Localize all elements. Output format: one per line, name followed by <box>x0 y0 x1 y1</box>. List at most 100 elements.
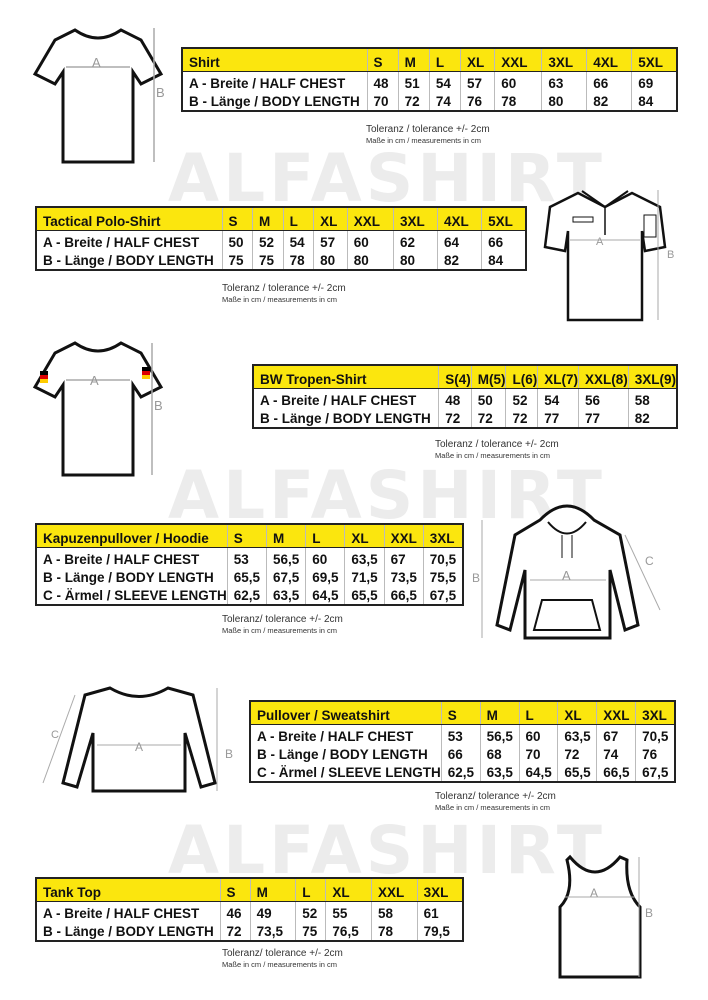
measurement-label: A - Breite / HALF CHEST <box>189 75 346 91</box>
size-header: 5XL <box>631 49 676 72</box>
measurement-value: 62,5 <box>440 763 481 781</box>
measurement-label: A - Breite / HALF CHEST <box>43 234 200 250</box>
measurement-value: 70,5 <box>422 547 462 568</box>
measurement-label: B - Länge / BODY LENGTH <box>43 252 214 268</box>
measurement-value: 72 <box>470 409 506 427</box>
measurement-value: 74 <box>596 745 636 763</box>
size-header: L(6) <box>505 366 538 389</box>
measurement-value: 79,5 <box>416 922 462 940</box>
table-title: Tank Top <box>37 879 220 902</box>
size-table-grid: Tactical Polo-Shirt S M L XL XXL 3XL 4XL 5XL A - … <box>37 208 525 269</box>
size-header: XXL <box>383 525 424 548</box>
measurement-value: 48 <box>438 388 472 409</box>
label-b: B <box>645 906 653 920</box>
size-header: L <box>428 49 461 72</box>
table-row: B - Länge / BODY LENGTH 66 68 70 72 74 76 <box>251 745 674 763</box>
measurement-label: A - Breite / HALF CHEST <box>260 392 417 408</box>
measurement-value: 71,5 <box>344 568 385 586</box>
measurement-value: 78 <box>494 92 542 110</box>
measurement-label: C - Ärmel / SLEEVE LENGTH <box>257 764 441 780</box>
table-row: A - Breite / HALF CHEST 48 50 52 54 56 58 <box>254 388 676 409</box>
measurement-label: B - Länge / BODY LENGTH <box>43 923 214 939</box>
table-row: A - Breite / HALF CHEST 48 51 54 57 60 63 66 69 <box>183 71 676 92</box>
watermark: ALFASHIRT <box>168 812 606 889</box>
label-c: C <box>645 554 654 568</box>
measurement-value: 55 <box>325 901 372 922</box>
measurement-value: 50 <box>221 230 253 251</box>
size-table-sweatshirt: Pullover / Sweatshirt S M L XL XXL 3XL A - Brei… <box>249 700 676 783</box>
size-header: M <box>252 208 284 231</box>
measurement-value: 54 <box>282 230 314 251</box>
size-header: S <box>440 702 481 725</box>
size-header: XXL <box>494 49 542 72</box>
table-row: B - Länge / BODY LENGTH 75 75 78 80 80 80 82 84 <box>37 251 525 269</box>
measurement-value: 64,5 <box>305 586 345 604</box>
size-header: 5XL <box>481 208 525 231</box>
label-b: B <box>154 398 163 413</box>
polo-diagram-icon: A B <box>543 190 674 322</box>
table-row: C - Ärmel / SLEEVE LENGTH 62,5 63,5 64,5 65,… <box>37 586 462 604</box>
measurement-value: 52 <box>505 388 538 409</box>
measurement-value: 58 <box>371 901 418 922</box>
measurement-label: A - Breite / HALF CHEST <box>43 551 200 567</box>
label-a: A <box>596 236 604 248</box>
size-header: L <box>305 525 345 548</box>
measurement-value: 84 <box>631 92 676 110</box>
measurement-value: 56 <box>577 388 629 409</box>
measurement-label: A - Breite / HALF CHEST <box>43 905 200 921</box>
measurement-label: B - Länge / BODY LENGTH <box>43 569 214 585</box>
size-table-grid: Pullover / Sweatshirt S M L XL XXL 3XL A - Brei… <box>251 702 674 781</box>
table-row: A - Breite / HALF CHEST 53 56,5 60 63,5 67 70,… <box>37 547 462 568</box>
measurement-value: 72 <box>219 922 251 940</box>
sweatshirt-diagram-icon: A B C <box>42 686 233 793</box>
tolerance-note: Toleranz / tolerance +/- 2cm Maße in cm /… <box>435 439 559 461</box>
measurement-value: 64 <box>436 230 482 251</box>
header-row: Tank Top S M L XL XXL 3XL <box>37 879 462 902</box>
measurement-value: 67,5 <box>265 568 306 586</box>
measurement-value: 73,5 <box>249 922 296 940</box>
tolerance-note: Toleranz/ tolerance +/- 2cm Maße in cm / … <box>222 614 343 636</box>
measurement-label: A - Breite / HALF CHEST <box>257 728 414 744</box>
measurement-value: 66 <box>440 745 481 763</box>
table-row: A - Breite / HALF CHEST 50 52 54 57 60 62 64 66 <box>37 230 525 251</box>
header-row: BW Tropen-Shirt S(4) M(5) L(6) XL(7) XXL(8) 3X… <box>254 366 676 389</box>
measurement-value: 53 <box>226 547 267 568</box>
units-text: Maße in cm / measurements in cm <box>222 295 338 304</box>
measurement-value: 75 <box>295 922 326 940</box>
units-text: Maße in cm / measurements in cm <box>435 803 551 812</box>
size-header: S <box>221 208 253 231</box>
table-row: B - Länge / BODY LENGTH 72 73,5 75 76,5 78 79,… <box>37 922 462 940</box>
label-a: A <box>562 568 571 583</box>
measurement-value: 70,5 <box>635 724 674 745</box>
units-text: Maße in cm / measurements in cm <box>222 960 338 969</box>
size-header: XXL(8) <box>577 366 629 389</box>
measurement-value: 52 <box>295 901 326 922</box>
tshirt-diagram-icon: A B <box>32 28 165 164</box>
units-text: Maße in cm / measurements in cm <box>222 626 338 635</box>
measurement-value: 78 <box>371 922 418 940</box>
size-header: 3XL <box>635 702 674 725</box>
measurement-value: 66 <box>586 71 632 92</box>
measurement-value: 66 <box>481 230 525 251</box>
size-table-grid: Tank Top S M L XL XXL 3XL A - Breite / HALF CHE… <box>37 879 462 940</box>
measurement-value: 60 <box>518 724 558 745</box>
size-table-shirt: Shirt S M L XL XXL 3XL 4XL 5XL A - Breite / HALF … <box>181 47 678 112</box>
measurement-value: 63 <box>541 71 587 92</box>
size-header: XL(7) <box>537 366 579 389</box>
measurement-value: 68 <box>479 745 520 763</box>
measurement-value: 61 <box>416 901 462 922</box>
tolerance-note: Toleranz / tolerance +/- 2cm Maße in cm /… <box>222 283 346 305</box>
measurement-value: 75 <box>221 251 253 269</box>
measurement-label: B - Länge / BODY LENGTH <box>189 93 360 109</box>
measurement-value: 60 <box>305 547 345 568</box>
size-header: L <box>295 879 326 902</box>
tolerance-text: Toleranz / tolerance +/- 2cm <box>435 439 559 450</box>
table-row: B - Länge / BODY LENGTH 70 72 74 76 78 80 82 84 <box>183 92 676 110</box>
size-table-grid: Shirt S M L XL XXL 3XL 4XL 5XL A - Breite / HALF … <box>183 49 676 110</box>
measurement-value: 76,5 <box>325 922 372 940</box>
measurement-value: 70 <box>366 92 399 110</box>
size-header: 3XL <box>416 879 462 902</box>
table-title: Kapuzenpullover / Hoodie <box>37 525 228 548</box>
measurement-value: 76 <box>459 92 495 110</box>
measurement-value: 70 <box>518 745 558 763</box>
